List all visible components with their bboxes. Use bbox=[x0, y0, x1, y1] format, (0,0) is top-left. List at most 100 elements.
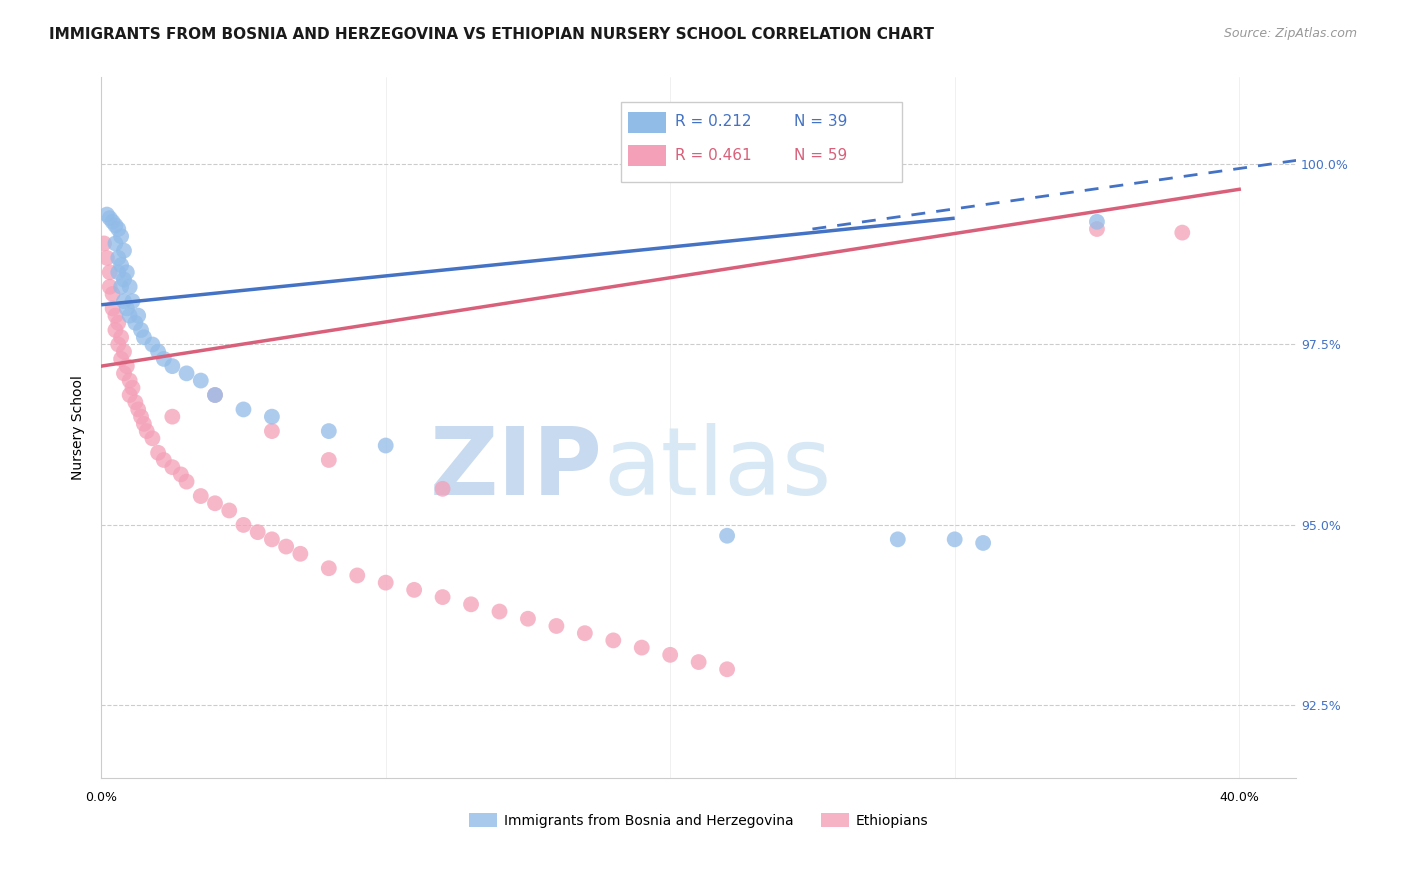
Point bbox=[190, 374, 212, 388]
Point bbox=[232, 402, 254, 417]
Point bbox=[132, 330, 155, 344]
Point bbox=[127, 402, 149, 417]
Point bbox=[110, 330, 132, 344]
Text: N = 39: N = 39 bbox=[794, 114, 848, 129]
Point bbox=[104, 236, 127, 251]
Point bbox=[162, 359, 184, 373]
Point bbox=[107, 251, 129, 265]
Point bbox=[101, 301, 124, 316]
Point bbox=[176, 367, 198, 381]
Point bbox=[218, 503, 240, 517]
Text: ZIP: ZIP bbox=[430, 424, 603, 516]
Point bbox=[121, 381, 143, 395]
Point bbox=[112, 272, 135, 286]
Point bbox=[153, 453, 176, 467]
Point bbox=[110, 351, 132, 366]
Point bbox=[112, 344, 135, 359]
Point bbox=[574, 626, 596, 640]
Point bbox=[115, 265, 138, 279]
Point bbox=[107, 337, 129, 351]
Point bbox=[135, 424, 157, 438]
Y-axis label: Nursery School: Nursery School bbox=[72, 375, 86, 480]
Point bbox=[602, 633, 624, 648]
Point bbox=[115, 301, 138, 316]
Point bbox=[318, 561, 340, 575]
Point bbox=[260, 409, 283, 424]
Text: Source: ZipAtlas.com: Source: ZipAtlas.com bbox=[1223, 27, 1357, 40]
Point bbox=[404, 582, 426, 597]
Point bbox=[101, 215, 124, 229]
Point bbox=[107, 316, 129, 330]
Point bbox=[204, 388, 226, 402]
Point bbox=[1085, 215, 1108, 229]
Point bbox=[232, 517, 254, 532]
Point bbox=[96, 251, 118, 265]
Point bbox=[318, 424, 340, 438]
Point bbox=[972, 536, 994, 550]
Point bbox=[546, 619, 568, 633]
Point bbox=[107, 222, 129, 236]
Point bbox=[101, 287, 124, 301]
Legend: Immigrants from Bosnia and Herzegovina, Ethiopians: Immigrants from Bosnia and Herzegovina, … bbox=[464, 807, 934, 834]
Point bbox=[115, 359, 138, 373]
Point bbox=[260, 424, 283, 438]
FancyBboxPatch shape bbox=[628, 112, 666, 133]
Point bbox=[124, 395, 146, 409]
Point bbox=[110, 279, 132, 293]
Point bbox=[246, 525, 269, 540]
Point bbox=[688, 655, 710, 669]
Point bbox=[104, 309, 127, 323]
Point bbox=[260, 533, 283, 547]
FancyBboxPatch shape bbox=[628, 145, 666, 166]
Point bbox=[153, 351, 176, 366]
Point bbox=[630, 640, 652, 655]
Point bbox=[141, 431, 163, 445]
Point bbox=[112, 294, 135, 309]
Point bbox=[204, 496, 226, 510]
Point bbox=[887, 533, 910, 547]
Point bbox=[129, 323, 152, 337]
Point bbox=[124, 316, 146, 330]
Point bbox=[162, 460, 184, 475]
FancyBboxPatch shape bbox=[621, 102, 901, 183]
Point bbox=[104, 323, 127, 337]
Point bbox=[716, 529, 738, 543]
Point bbox=[176, 475, 198, 489]
Point bbox=[516, 612, 538, 626]
Text: atlas: atlas bbox=[603, 424, 831, 516]
Text: N = 59: N = 59 bbox=[794, 148, 848, 163]
Point bbox=[141, 337, 163, 351]
Point bbox=[170, 467, 193, 482]
Point bbox=[276, 540, 298, 554]
Point bbox=[110, 229, 132, 244]
Point bbox=[96, 208, 118, 222]
Point bbox=[98, 265, 121, 279]
Point bbox=[118, 374, 141, 388]
Point bbox=[132, 417, 155, 431]
Point bbox=[374, 575, 396, 590]
Point bbox=[346, 568, 368, 582]
Point bbox=[1171, 226, 1194, 240]
Text: 40.0%: 40.0% bbox=[1219, 790, 1260, 804]
Point bbox=[716, 662, 738, 676]
Point bbox=[118, 309, 141, 323]
Point bbox=[98, 211, 121, 226]
Point bbox=[659, 648, 682, 662]
Point bbox=[110, 258, 132, 272]
Point bbox=[107, 265, 129, 279]
Point bbox=[121, 294, 143, 309]
Point bbox=[146, 344, 169, 359]
Point bbox=[104, 219, 127, 233]
Text: R = 0.461: R = 0.461 bbox=[675, 148, 751, 163]
Text: 0.0%: 0.0% bbox=[86, 790, 117, 804]
Point bbox=[204, 388, 226, 402]
Point bbox=[1085, 222, 1108, 236]
Point bbox=[98, 279, 121, 293]
Point bbox=[374, 438, 396, 452]
Point bbox=[118, 388, 141, 402]
Point bbox=[127, 309, 149, 323]
Point bbox=[129, 409, 152, 424]
Point bbox=[432, 482, 454, 496]
Point bbox=[190, 489, 212, 503]
Text: IMMIGRANTS FROM BOSNIA AND HERZEGOVINA VS ETHIOPIAN NURSERY SCHOOL CORRELATION C: IMMIGRANTS FROM BOSNIA AND HERZEGOVINA V… bbox=[49, 27, 934, 42]
